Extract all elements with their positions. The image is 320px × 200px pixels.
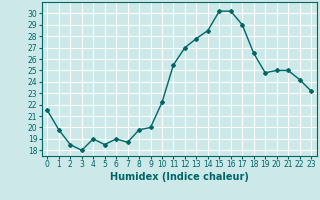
X-axis label: Humidex (Indice chaleur): Humidex (Indice chaleur) [110, 172, 249, 182]
